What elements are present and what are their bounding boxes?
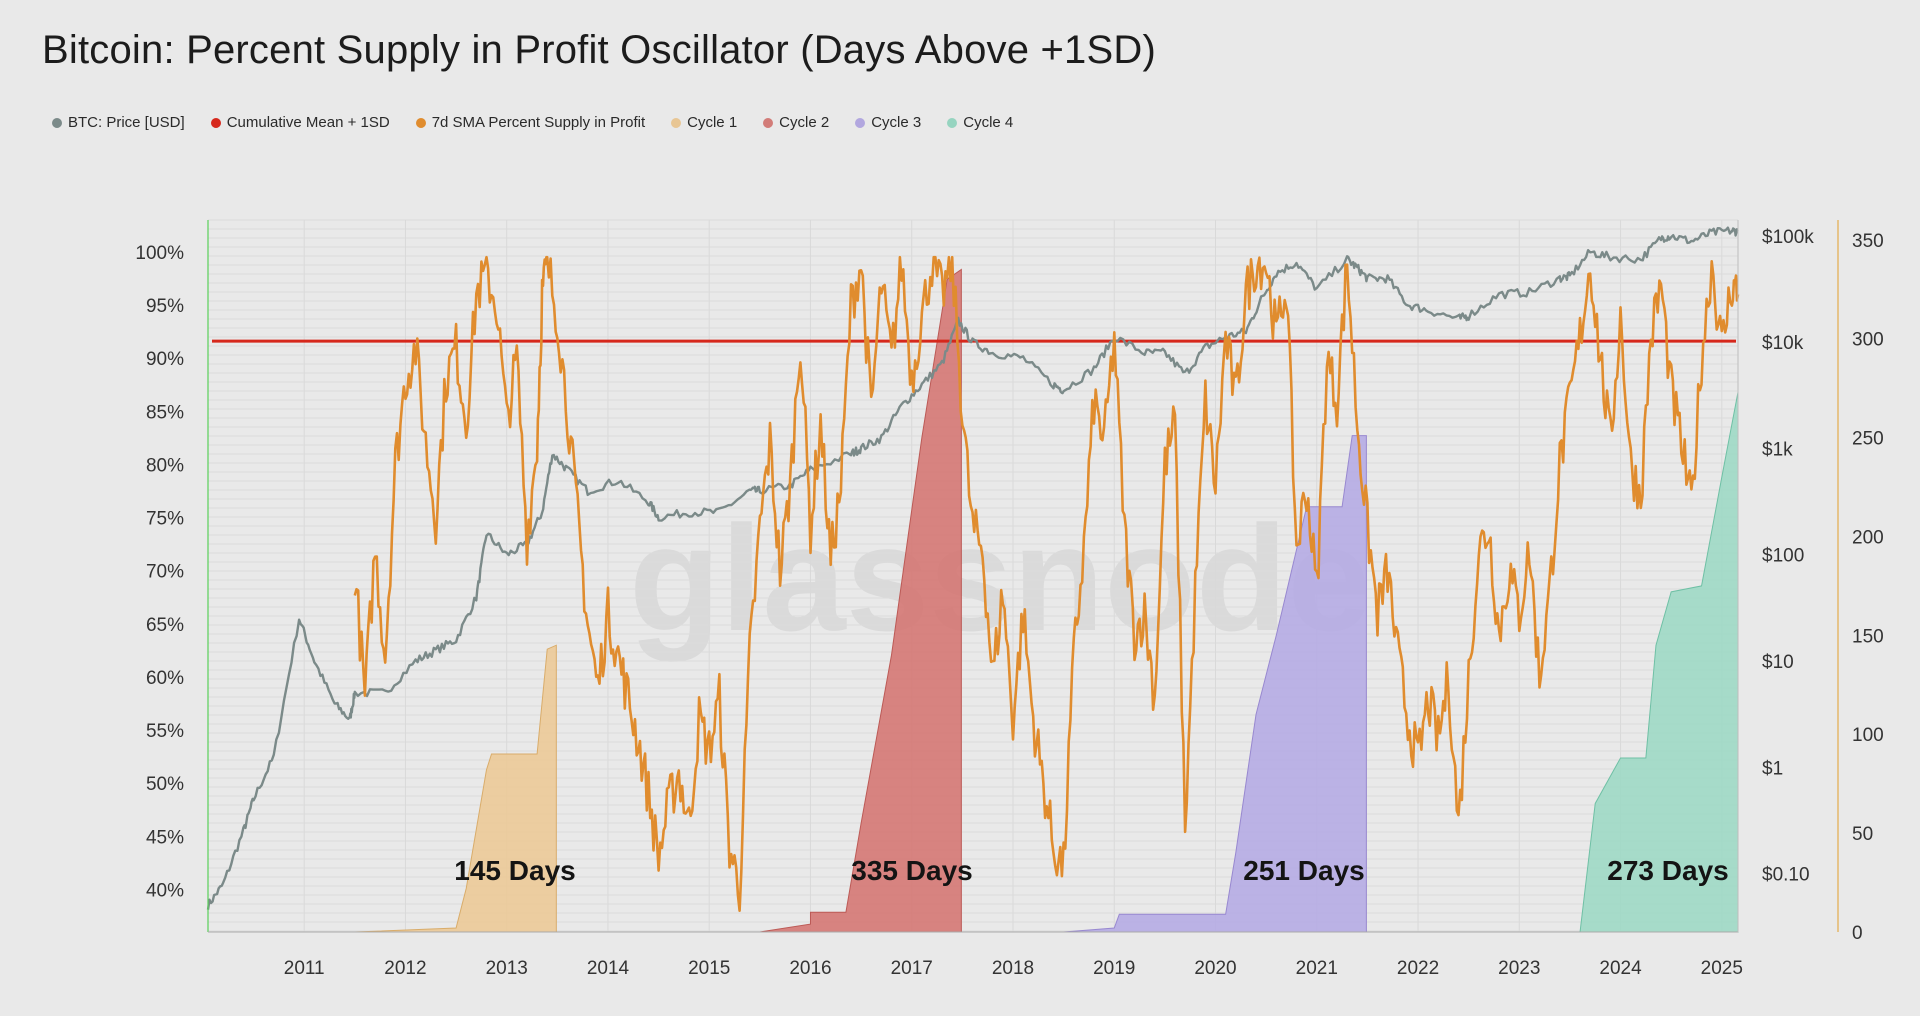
dot-icon: [415, 117, 426, 128]
grid-lines: [208, 219, 1738, 932]
legend-item-supply-in-profit[interactable]: 7d SMA Percent Supply in Profit: [415, 114, 646, 131]
x-tick-label: 2020: [1194, 958, 1236, 979]
legend-item-cycle-1[interactable]: Cycle 1: [671, 114, 737, 131]
y-left-tick-label: 65%: [146, 615, 184, 636]
x-tick-label: 2019: [1093, 958, 1135, 979]
y-right-days-tick-label: 150: [1852, 626, 1884, 647]
y-left-tick-label: 55%: [146, 721, 184, 742]
y-left-tick-label: 100%: [135, 243, 184, 264]
supply-in-profit-line: [353, 255, 1740, 912]
x-tick-label: 2025: [1701, 958, 1743, 979]
y-left-tick-label: 90%: [146, 349, 184, 370]
y-right-days-tick-label: 300: [1852, 330, 1884, 351]
y-right-days-tick-label: 200: [1852, 527, 1884, 548]
legend-label: Cycle 3: [871, 114, 922, 131]
x-tick-label: 2017: [891, 958, 933, 979]
y-left-tick-label: 80%: [146, 455, 184, 476]
x-tick-label: 2013: [486, 958, 528, 979]
y-right-days-tick-label: 350: [1852, 231, 1884, 252]
x-tick-label: 2014: [587, 958, 630, 979]
chart-title: Bitcoin: Percent Supply in Profit Oscill…: [42, 28, 1156, 72]
dot-icon: [763, 117, 774, 128]
y-left-tick-label: 40%: [146, 880, 184, 901]
cycle-days-label: 335 Days: [851, 855, 972, 886]
legend-item-cycle-2[interactable]: Cycle 2: [763, 114, 829, 131]
y-right-days-tick-label: 250: [1852, 429, 1884, 450]
y-left-tick-label: 60%: [146, 668, 184, 689]
y-right-price-tick-label: $0.10: [1762, 865, 1810, 886]
y-left-tick-label: 45%: [146, 827, 184, 848]
dot-icon: [671, 117, 682, 128]
x-tick-label: 2021: [1296, 958, 1338, 979]
btc-price-line: [206, 226, 1739, 910]
y-right-price-tick-label: $10k: [1762, 333, 1804, 354]
legend-label: Cycle 4: [963, 114, 1014, 131]
y-left-tick-label: 50%: [146, 774, 184, 795]
y-left-tick-label: 95%: [146, 296, 184, 317]
dot-icon: [210, 117, 221, 128]
x-tick-label: 2011: [284, 958, 325, 979]
legend-label: 7d SMA Percent Supply in Profit: [431, 114, 646, 131]
y-right-days-tick-label: 50: [1852, 824, 1873, 845]
y-right-price-tick-label: $100: [1762, 546, 1804, 567]
y-right-days-tick-label: 100: [1852, 725, 1884, 746]
legend-item-cycle-4[interactable]: Cycle 4: [947, 114, 1013, 131]
legend-label: BTC: Price [USD]: [68, 114, 185, 131]
y-left-tick-label: 70%: [146, 562, 184, 583]
cycle-area-1: [354, 644, 557, 933]
y-left-tick-label: 75%: [146, 509, 184, 530]
y-left-tick-label: 85%: [146, 402, 184, 423]
legend-item-cycle-3[interactable]: Cycle 3: [855, 114, 921, 131]
x-tick-label: 2018: [992, 958, 1034, 979]
x-tick-label: 2023: [1498, 958, 1540, 979]
cycle-days-label: 251 Days: [1243, 855, 1364, 886]
dot-icon: [855, 117, 866, 128]
legend-label: Cumulative Mean + 1SD: [226, 114, 390, 131]
legend-label: Cycle 1: [687, 114, 738, 131]
cycle-day-labels: 145 Days 335 Days 251 Days 273 Days: [454, 855, 1728, 886]
x-tick-label: 2024: [1599, 958, 1642, 979]
cycle-area-2: [759, 268, 962, 933]
cycle-days-label: 273 Days: [1607, 855, 1728, 886]
y-right-price-tick-label: $1: [1762, 758, 1783, 779]
y-right-price-tick-label: $10: [1762, 652, 1794, 673]
x-tick-label: 2012: [384, 958, 426, 979]
y-right-price-tick-label: $1k: [1762, 439, 1793, 460]
dot-icon: [947, 117, 958, 128]
cycle-area-4: [1367, 391, 1739, 933]
legend-item-btc-price[interactable]: BTC: Price [USD]: [52, 114, 185, 131]
legend-label: Cycle 2: [779, 114, 830, 131]
x-tick-label: 2022: [1397, 958, 1439, 979]
cycle-areas: [354, 268, 1739, 933]
cycle-area-3: [1063, 435, 1367, 933]
cycle-days-label: 145 Days: [454, 855, 575, 886]
y-right-price-tick-label: $100k: [1762, 227, 1814, 248]
dot-icon: [52, 117, 62, 128]
series-lines: [206, 226, 1740, 912]
axes: 2011 2012 2013 2014 2015 2016 2017 2018 2019 2020…: [135, 220, 1884, 979]
y-right-days-tick-label: 0: [1852, 923, 1863, 944]
legend: BTC: Price [USD] Cumulative Mean + 1SD 7…: [52, 114, 1013, 131]
x-tick-label: 2016: [789, 958, 831, 979]
legend-item-cumulative-mean[interactable]: Cumulative Mean + 1SD: [210, 114, 390, 131]
x-tick-label: 2015: [688, 958, 730, 979]
